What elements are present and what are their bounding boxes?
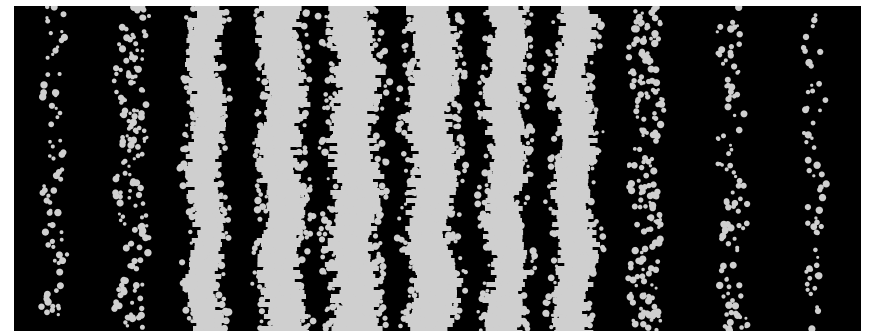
- interference-pattern-photo: [14, 6, 861, 331]
- fringe-band: [800, 13, 830, 331]
- fringe-pattern: [14, 6, 861, 331]
- fringe-band: [625, 6, 667, 331]
- fringe-band: [715, 6, 751, 331]
- fringe-band: [176, 6, 233, 331]
- fringe-band: [393, 6, 470, 331]
- fringe-band: [250, 6, 317, 331]
- fringe-band: [314, 6, 394, 331]
- fringe-band: [474, 6, 538, 331]
- fringe-band: [38, 6, 70, 317]
- fringe-band: [111, 6, 152, 330]
- fringe-band: [542, 6, 607, 331]
